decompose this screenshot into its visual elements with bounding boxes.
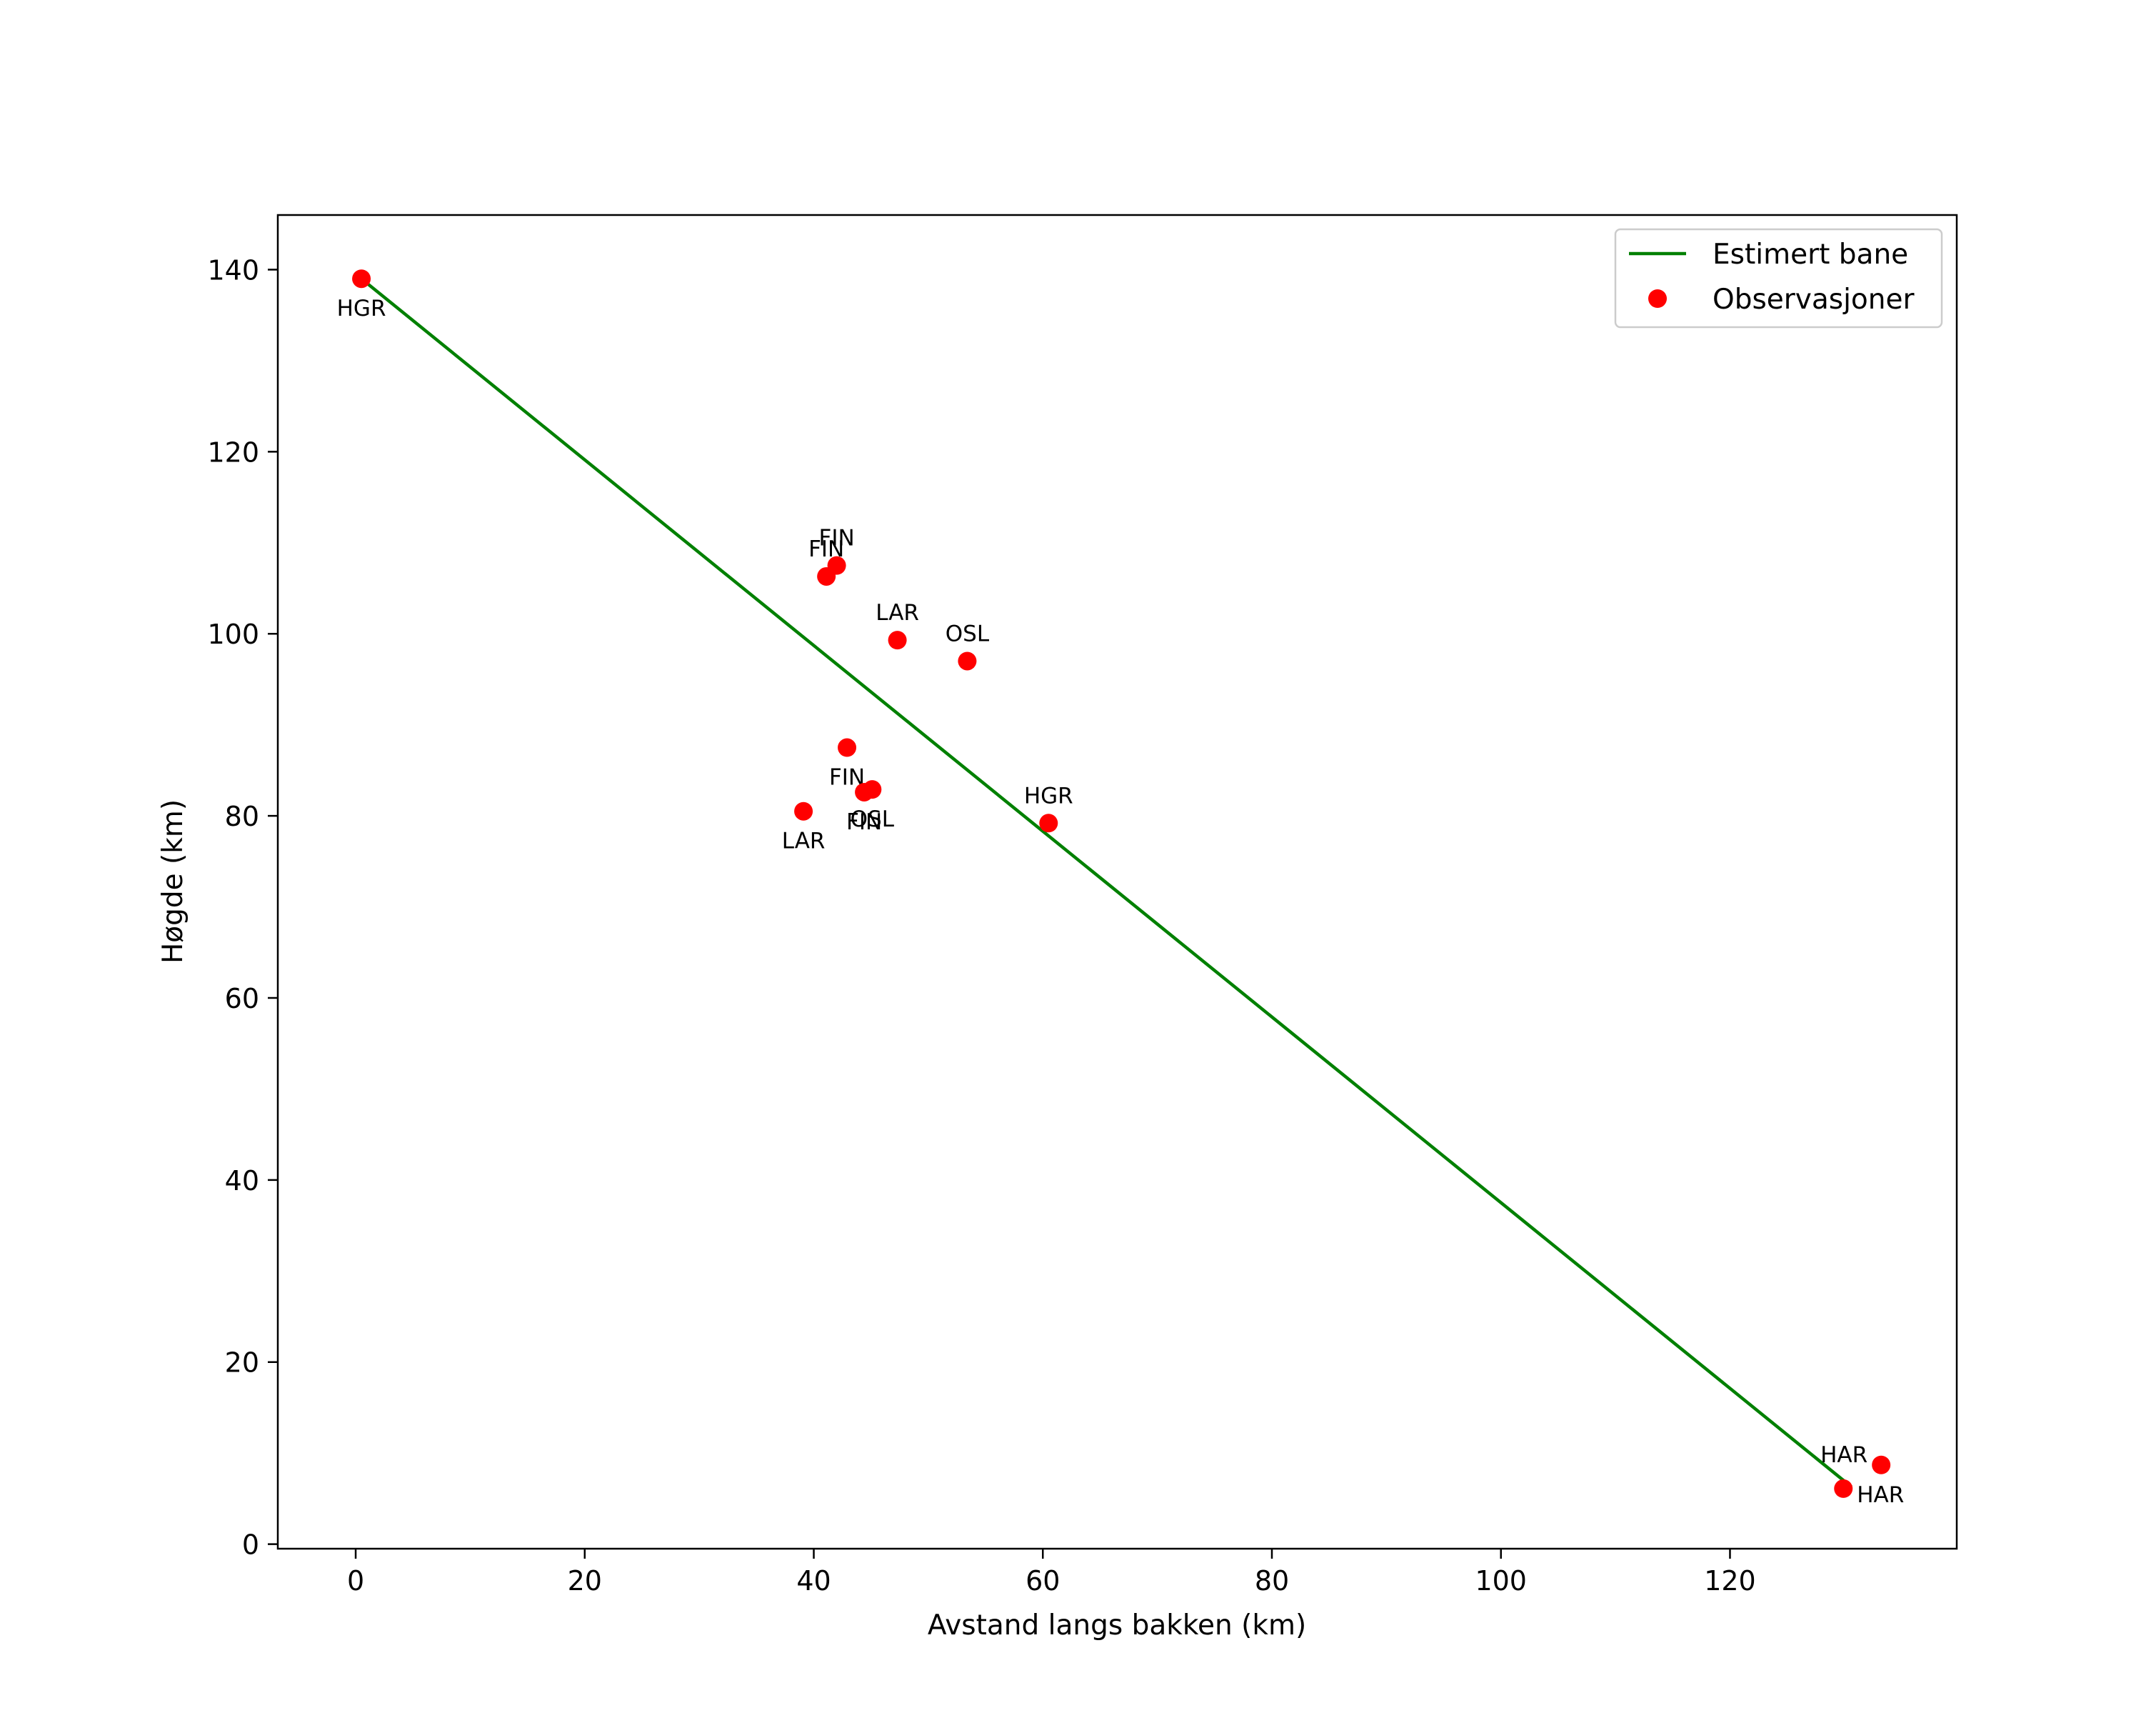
x-tick-label: 40 [796, 1565, 831, 1597]
plot-frame [276, 214, 1958, 1550]
observation-point [958, 651, 977, 671]
observation-label: HGR [1024, 783, 1073, 809]
observation-point [1039, 814, 1058, 833]
y-tick-label: 80 [225, 801, 259, 832]
observation-label: OSL [946, 621, 990, 646]
observation-label: FIN [808, 536, 844, 562]
observation-label: LAR [782, 829, 826, 854]
estimated-trajectory-line [360, 277, 1852, 1489]
legend: Estimert bane Observasjoner [1614, 228, 1943, 329]
y-tick-label: 0 [242, 1529, 259, 1561]
legend-label-points: Observasjoner [1713, 284, 1915, 316]
y-tick-label: 100 [207, 619, 259, 650]
observation-label: FIN [819, 526, 855, 551]
legend-marker-swatch [1648, 289, 1667, 308]
x-axis-label: Avstand langs bakken (km) [928, 1609, 1306, 1642]
y-tick-label: 60 [225, 983, 259, 1014]
observation-label: LAR [876, 600, 919, 626]
observation-label: OSL [851, 806, 895, 832]
observation-point [352, 269, 371, 289]
observation-label: HAR [1820, 1442, 1867, 1468]
y-tick-label: 120 [207, 436, 259, 468]
observation-label: FIN [846, 809, 882, 835]
x-tick-label: 0 [347, 1565, 364, 1597]
observation-point [794, 801, 813, 821]
x-tick-label: 80 [1255, 1565, 1289, 1597]
observation-label: HGR [337, 296, 386, 321]
observation-label: HAR [1857, 1482, 1904, 1508]
y-tick-label: 140 [207, 254, 259, 286]
observation-point [863, 780, 882, 799]
x-tick-label: 60 [1026, 1565, 1060, 1597]
axes-layer: 0 20 40 60 80 100 120 0 20 40 60 80 100 120 140 [207, 254, 1755, 1597]
observation-point [1834, 1479, 1853, 1498]
x-tick-label: 100 [1475, 1565, 1527, 1597]
observation-point [838, 738, 857, 757]
legend-box [1614, 228, 1943, 329]
y-axis-label: Høgde (km) [157, 799, 189, 964]
observation-point [888, 631, 907, 650]
observation-point [817, 566, 836, 586]
x-tick-label: 120 [1704, 1565, 1756, 1597]
legend-label-line: Estimert bane [1713, 239, 1908, 271]
x-tick-label: 20 [568, 1565, 602, 1597]
y-tick-label: 40 [225, 1165, 259, 1197]
observation-point [1872, 1455, 1891, 1474]
y-tick-label: 20 [225, 1347, 259, 1379]
